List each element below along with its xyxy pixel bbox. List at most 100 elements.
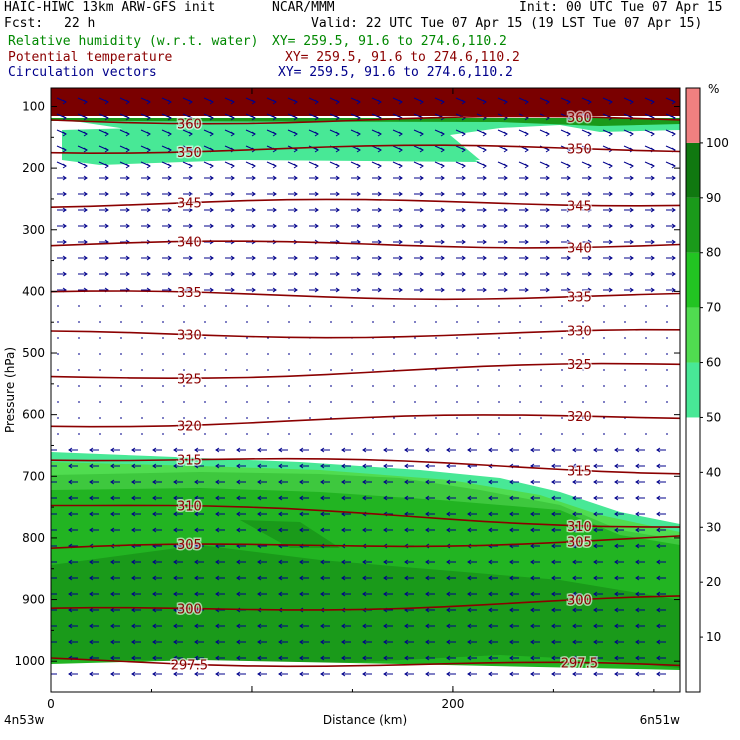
wind-vector-head: [566, 223, 571, 229]
wind-vector-head: [314, 287, 319, 293]
wind-vector-head: [146, 191, 151, 197]
wind-vector-head: [656, 575, 661, 581]
wind-vector-head: [299, 527, 304, 533]
wind-vector-head: [167, 255, 172, 261]
wind-vector-head: [293, 115, 298, 121]
wind-vector-head: [524, 131, 529, 137]
wind-vector-head: [68, 479, 73, 485]
wind-vector-head: [131, 511, 136, 517]
wind-vector-head: [404, 479, 409, 485]
wind-vector-head: [209, 191, 214, 197]
wind-vector-head: [446, 511, 451, 517]
wind-vector-head: [110, 447, 115, 453]
wind-vector-head: [635, 655, 640, 661]
wind-vector-head: [341, 655, 346, 661]
wind-vector-head: [440, 207, 445, 213]
wind-vector-head: [419, 223, 424, 229]
wind-vector-head: [215, 575, 220, 581]
wind-vector-head: [335, 99, 340, 105]
wind-vector-head: [671, 207, 676, 213]
wind-vector-head: [146, 115, 151, 121]
wind-vector-head: [425, 511, 430, 517]
wind-vector-head: [524, 147, 529, 153]
wind-vector-head: [341, 447, 346, 453]
wind-vector-head: [398, 287, 403, 293]
wind-vector-head: [356, 271, 361, 277]
wind-vector-head: [83, 115, 88, 121]
wind-vector-head: [629, 287, 634, 293]
wind-vector-head: [152, 463, 157, 469]
theta-contour-360: [51, 115, 680, 125]
wind-vector-head: [671, 239, 676, 245]
wind-vector-head: [362, 559, 367, 565]
wind-vector-head: [608, 271, 613, 277]
wind-vector-head: [545, 99, 550, 105]
wind-vector-head: [299, 463, 304, 469]
wind-vector-head: [383, 575, 388, 581]
wind-vector-head: [650, 255, 655, 261]
wind-vector-head: [656, 527, 661, 533]
wind-vector-head: [608, 131, 613, 137]
wind-vector-head: [341, 591, 346, 597]
wind-vector-head: [635, 479, 640, 485]
wind-vector-head: [278, 623, 283, 629]
wind-vector-head: [278, 447, 283, 453]
wind-vector-head: [230, 131, 235, 137]
wind-vector-head: [68, 591, 73, 597]
wind-vector-head: [236, 447, 241, 453]
wind-vector-head: [398, 163, 403, 169]
wind-vector-head: [446, 591, 451, 597]
wind-vector-head: [530, 591, 535, 597]
wind-vector-head: [482, 239, 487, 245]
wind-vector-head: [629, 207, 634, 213]
wind-vector-head: [404, 495, 409, 501]
wind-vector-head: [299, 495, 304, 501]
wind-vector-head: [482, 255, 487, 261]
wind-vector-head: [320, 479, 325, 485]
wind-vector-head: [377, 147, 382, 153]
wind-vector-head: [152, 639, 157, 645]
wind-vector-head: [173, 591, 178, 597]
wind-vector-head: [545, 223, 550, 229]
colorbar-segment: [686, 362, 700, 418]
wind-vector-head: [188, 191, 193, 197]
y-tick-label: 600: [22, 408, 45, 422]
wind-vector-head: [104, 191, 109, 197]
wind-vector-head: [194, 447, 199, 453]
wind-vector-head: [467, 495, 472, 501]
colorbar-segment: [686, 197, 700, 253]
wind-vector-head: [461, 287, 466, 293]
wind-vector-head: [194, 623, 199, 629]
wind-vector-head: [635, 639, 640, 645]
wind-vector-head: [89, 527, 94, 533]
wind-vector-head: [419, 175, 424, 181]
wind-vector-head: [503, 163, 508, 169]
theta-contour-label: 305: [567, 535, 592, 550]
wind-vector-head: [671, 191, 676, 197]
wind-vector-head: [299, 623, 304, 629]
wind-vector-head: [404, 559, 409, 565]
wind-vector-head: [341, 639, 346, 645]
colorbar-label: 90: [706, 191, 721, 205]
wind-vector-head: [572, 623, 577, 629]
x-tick-label: 200: [441, 697, 464, 711]
wind-vector-head: [440, 147, 445, 153]
colorbar-segment: [686, 527, 700, 583]
wind-vector-head: [173, 479, 178, 485]
wind-vector-head: [530, 511, 535, 517]
wind-vector-head: [362, 639, 367, 645]
rh-lower-90-band: [51, 545, 680, 668]
wind-vector-head: [146, 131, 151, 137]
wind-vector-head: [110, 623, 115, 629]
wind-vector-head: [89, 479, 94, 485]
colorbar-segment: [686, 417, 700, 473]
wind-vector-head: [362, 591, 367, 597]
wind-vector-head: [299, 511, 304, 517]
theta-contour-label: 350: [177, 146, 202, 161]
wind-vector-head: [131, 607, 136, 613]
wind-vector-head: [230, 255, 235, 261]
wind-vector-head: [236, 479, 241, 485]
wind-vector-head: [251, 207, 256, 213]
wind-vector-head: [209, 115, 214, 121]
wind-vector-head: [68, 575, 73, 581]
